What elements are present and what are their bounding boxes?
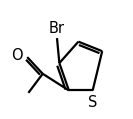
Text: Br: Br — [49, 21, 65, 36]
Text: S: S — [88, 95, 97, 110]
Text: O: O — [11, 48, 22, 63]
